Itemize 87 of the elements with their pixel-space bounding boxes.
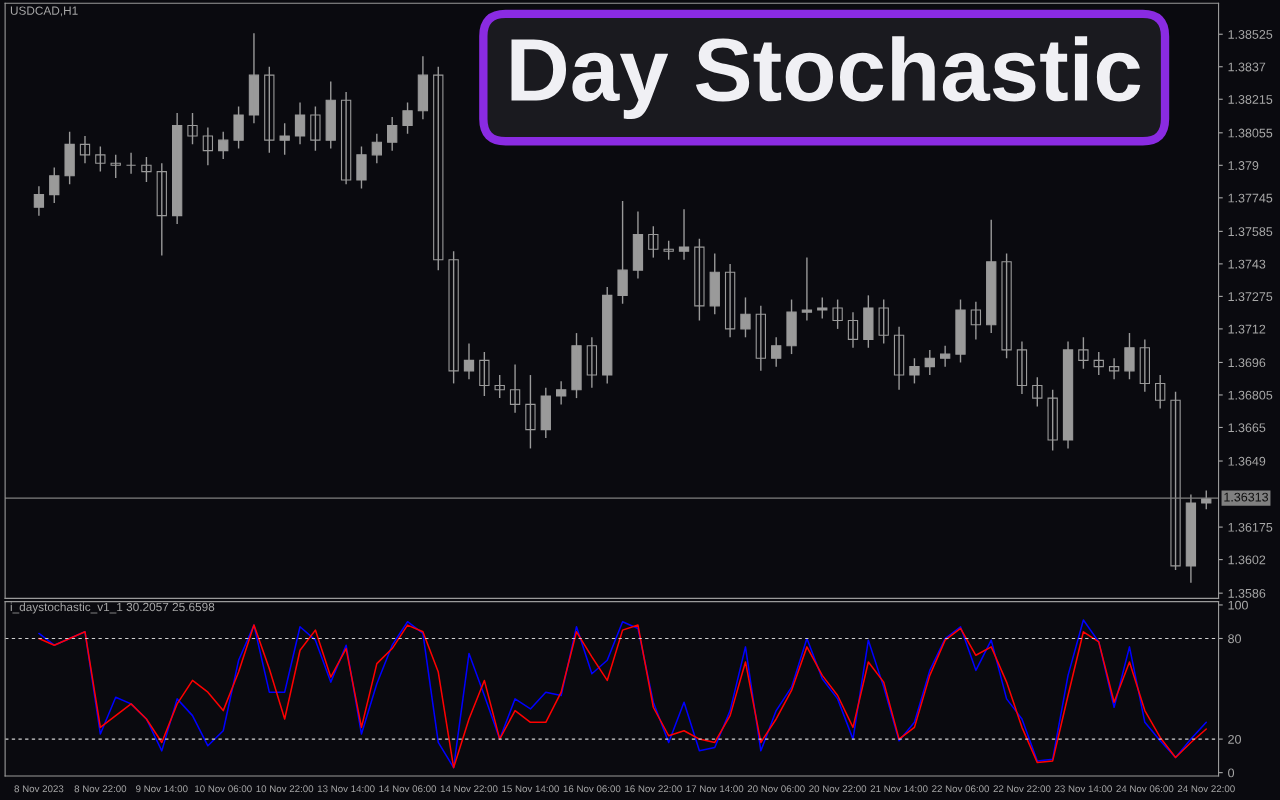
candlestick: [817, 296, 828, 320]
candlestick: [49, 166, 60, 204]
x-tick-label: 8 Nov 22:00: [74, 785, 127, 793]
candlestick: [909, 357, 920, 385]
x-tick-label: 16 Nov 22:00: [625, 785, 682, 793]
y-tick-label: 1.38215: [1228, 95, 1273, 104]
x-tick-label: 14 Nov 22:00: [440, 785, 498, 793]
candlestick: [233, 105, 244, 150]
y-tick-label: 1.36175: [1228, 522, 1273, 532]
candlestick: [694, 238, 705, 322]
candlestick: [433, 66, 444, 271]
y-tick-label: 1.37585: [1228, 227, 1273, 237]
x-tick-label: 10 Nov 22:00: [256, 785, 314, 793]
candlestick: [878, 298, 889, 345]
y-tick-label: 1.379: [1228, 161, 1259, 170]
candlestick: [740, 296, 751, 338]
candlestick: [525, 374, 536, 450]
candlestick: [801, 256, 813, 322]
candlestick: [648, 225, 659, 259]
candlestick: [1032, 376, 1043, 408]
y-tick-label: 1.37275: [1228, 292, 1273, 302]
candlestick: [1124, 332, 1135, 380]
y-tick-label: 0: [1228, 768, 1235, 778]
x-tick-label: 23 Nov 14:00: [1054, 785, 1112, 793]
candlestick: [1201, 489, 1212, 510]
x-tick-label: 22 Nov 06:00: [932, 785, 990, 793]
candlestick: [356, 145, 367, 190]
candlestick: [64, 131, 75, 185]
candlestick: [310, 105, 321, 152]
candlestick: [141, 156, 152, 183]
candlestick: [1093, 351, 1104, 376]
x-tick-label: 24 Nov 22:00: [1177, 785, 1235, 793]
x-tick-label: 13 Nov 14:00: [317, 785, 375, 793]
x-tick-label: 9 Nov 14:00: [136, 785, 188, 793]
y-tick-label: 1.3602: [1228, 555, 1266, 565]
candlestick: [571, 332, 582, 399]
candlestick: [832, 298, 843, 330]
candlestick: [1001, 252, 1012, 359]
x-tick-label: 24 Nov 06:00: [1116, 785, 1174, 793]
candlestick: [95, 145, 106, 173]
y-tick-label: 1.3743: [1228, 259, 1266, 269]
candlestick: [402, 101, 413, 135]
candlestick: [264, 66, 275, 154]
x-tick-label: 21 Nov 14:00: [870, 785, 928, 793]
x-tick-label: 10 Nov 06:00: [195, 785, 252, 793]
candlestick: [279, 122, 290, 156]
candlestick: [1047, 389, 1058, 452]
y-tick-label: 20: [1228, 734, 1241, 744]
ref-line-label: 1.36313: [1224, 492, 1269, 502]
y-tick-label: 1.3665: [1228, 423, 1266, 433]
x-tick-label: 22 Nov 22:00: [993, 785, 1051, 793]
y-tick-label: 1.38525: [1228, 30, 1273, 39]
y-tick-label: 1.3712: [1228, 324, 1266, 334]
candlestick: [663, 240, 674, 261]
y-tick-label: 80: [1228, 634, 1241, 644]
candlestick: [617, 200, 628, 305]
candlestick: [494, 374, 505, 399]
chart-title: i_daystochastic_v1_1 30.2057 25.6598: [10, 602, 215, 614]
y-tick-label: 1.3837: [1228, 62, 1266, 72]
y-tick-label: 1.36805: [1228, 390, 1273, 400]
y-tick-label: 1.3649: [1228, 456, 1266, 466]
candlestick: [786, 298, 797, 355]
candlestick: [125, 152, 137, 175]
candlestick: [1170, 391, 1181, 571]
x-tick-label: 17 Nov 14:00: [686, 785, 744, 793]
x-tick-label: 14 Nov 06:00: [379, 785, 437, 793]
y-tick-label: 1.38055: [1228, 128, 1273, 138]
x-tick-label: 16 Nov 06:00: [563, 785, 621, 793]
candlestick: [448, 250, 459, 385]
y-tick-label: 100: [1228, 600, 1248, 610]
candlestick: [955, 298, 966, 364]
chart-title: USDCAD,H1: [10, 6, 78, 17]
x-tick-label: 15 Nov 14:00: [502, 785, 559, 793]
candlestick: [479, 351, 490, 397]
annotation: Day Stochastic: [511, 36, 1141, 120]
candlestick: [110, 154, 121, 179]
candlestick: [709, 252, 720, 315]
candlestick: [863, 294, 874, 349]
x-tick-label: 20 Nov 06:00: [747, 785, 805, 793]
candlestick: [187, 112, 198, 146]
x-tick-label: 20 Nov 22:00: [809, 785, 867, 793]
y-tick-label: 1.3586: [1228, 588, 1266, 598]
y-tick-label: 1.3696: [1228, 358, 1266, 368]
candlestick: [1078, 336, 1089, 370]
y-tick-label: 1.37745: [1228, 193, 1273, 203]
x-tick-label: 8 Nov 2023: [14, 785, 64, 793]
candlestick: [325, 80, 336, 150]
